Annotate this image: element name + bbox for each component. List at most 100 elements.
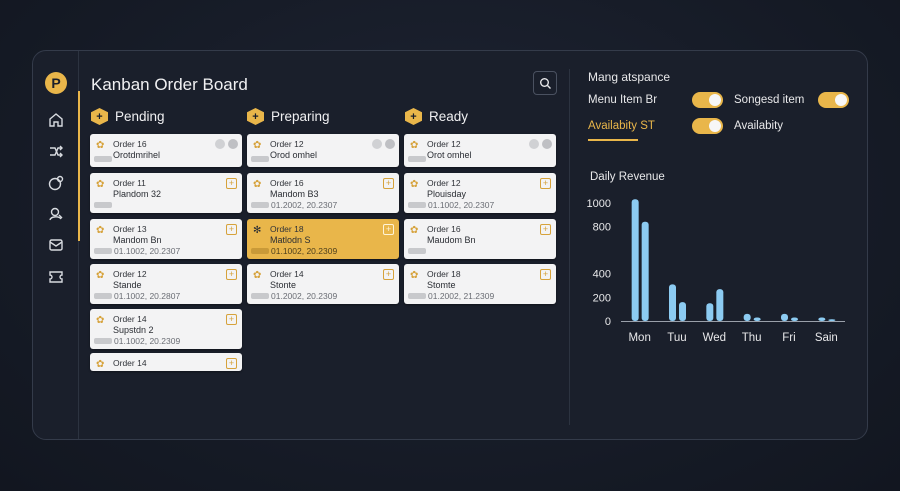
order-title: Order 14 (113, 358, 147, 368)
order-icon: ✿ (96, 140, 105, 151)
active-indicator (78, 91, 80, 241)
status-hex-icon: + (91, 108, 108, 125)
order-date: 01.1002, 20.2307 (114, 246, 181, 256)
add-icon[interactable]: + (383, 178, 394, 189)
search-icon (539, 77, 551, 89)
order-date: 01.1002, 20.2309 (114, 336, 181, 346)
order-title: Order 12 (427, 139, 461, 149)
order-card[interactable]: ✿ Order 16 Mandom B3 01.2002, 20.2307 + (247, 173, 399, 213)
progress-chip (94, 293, 112, 299)
order-card[interactable]: ✿ Order 18 Stomte 01.2002, 21.2309 + (404, 264, 556, 304)
add-icon[interactable]: + (540, 224, 551, 235)
order-card[interactable]: ✿ Order 12 Stande 01.1002, 20.2807 + (90, 264, 242, 304)
home-icon[interactable] (47, 111, 65, 129)
user-icon[interactable] (47, 205, 65, 223)
x-tick-label: Sain (815, 332, 838, 344)
setting-label: Availabity (734, 120, 784, 132)
order-card[interactable]: ✿ Order 14 Supstdn 2 01.1002, 20.2309 + (90, 309, 242, 349)
card-status-dots[interactable] (215, 139, 238, 149)
order-card[interactable]: ✿ Order 12 Orod omhel (247, 134, 399, 167)
order-card[interactable]: ✿ Order 12 Plouisday 01.1002, 20.2307 + (404, 173, 556, 213)
toggle-songesd-item[interactable] (818, 92, 849, 108)
order-date: 01.2002, 20.2307 (271, 200, 338, 210)
order-icon: ✿ (410, 225, 419, 236)
order-card[interactable]: ✿ Order 16 Maudom Bn + (404, 219, 556, 259)
setting-label-active[interactable]: Availabity ST (588, 120, 655, 132)
add-icon[interactable]: + (226, 224, 237, 235)
add-icon[interactable]: + (383, 224, 394, 235)
x-tick-label: Thu (742, 332, 762, 344)
order-title: Order 12 (427, 178, 461, 188)
logo: P (45, 72, 67, 94)
panel-divider (569, 69, 570, 425)
progress-chip (408, 248, 426, 254)
revenue-chart: 0 200 400 800 1000 Mon Tuu Wed Thu Fri Sain (587, 198, 845, 344)
order-subtitle: Supstdn 2 (113, 325, 154, 335)
order-date: 01.1002, 20.2309 (271, 246, 338, 256)
order-date: 01.1002, 20.2307 (428, 200, 495, 210)
toggle-availability[interactable] (692, 118, 723, 134)
order-icon: ✿ (96, 179, 105, 190)
column-header-ready: + Ready (405, 108, 468, 125)
order-icon: ✿ (96, 225, 105, 236)
order-date: 01.1002, 20.2807 (114, 291, 181, 301)
order-title: Order 12 (270, 139, 304, 149)
progress-chip (251, 156, 269, 162)
toggle-menu-item[interactable] (692, 92, 723, 108)
order-card[interactable]: ✿ Order 12 Orot omhel (404, 134, 556, 167)
order-subtitle: Stonte (270, 280, 297, 290)
progress-chip (94, 248, 112, 254)
order-title: Order 18 (427, 269, 461, 279)
add-icon[interactable]: + (383, 269, 394, 280)
order-subtitle: Plandom 32 (113, 189, 162, 199)
order-icon: ✿ (410, 270, 419, 281)
x-tick-label: Mon (628, 332, 650, 344)
y-tick-label: 800 (593, 221, 611, 233)
orders-icon[interactable] (47, 143, 65, 161)
status-hex-icon: + (247, 108, 264, 125)
order-icon: ✿ (96, 270, 105, 281)
order-card[interactable]: ✿ Order 14 + (90, 353, 242, 371)
order-title: Order 14 (113, 314, 147, 324)
order-card[interactable]: ✿ Order 13 Mandom Bn 01.1002, 20.2307 + (90, 219, 242, 259)
order-icon: ✿ (253, 270, 262, 281)
add-icon[interactable]: + (540, 178, 551, 189)
column-header-pending: + Pending (91, 108, 165, 125)
order-subtitle: Plouisday (427, 189, 467, 199)
order-icon: ✿ (410, 140, 419, 151)
order-subtitle: Orod omhel (270, 150, 318, 160)
order-title: Order 11 (113, 178, 146, 188)
revenue-bar (631, 199, 639, 321)
x-tick-label: Wed (703, 332, 726, 344)
revenue-bar (641, 221, 649, 321)
order-card[interactable]: ✿ Order 14 Stonte 01.2002, 20.2309 + (247, 264, 399, 304)
order-card[interactable]: ✿ Order 11 Plandom 32 + (90, 173, 242, 213)
order-title: Order 18 (270, 224, 304, 234)
status-hex-icon: + (405, 108, 422, 125)
order-date: 01.2002, 20.2309 (271, 291, 338, 301)
add-icon[interactable]: + (226, 358, 237, 369)
order-card[interactable]: ✻ Order 18 Matlodn S 01.1002, 20.2309 + (247, 219, 399, 259)
add-icon[interactable]: + (540, 269, 551, 280)
order-card[interactable]: ✿ Order 16 Orotdmrihel (90, 134, 242, 167)
card-status-dots[interactable] (372, 139, 395, 149)
tag-icon[interactable] (47, 174, 65, 192)
revenue-bar (679, 302, 686, 321)
order-icon: ✻ (253, 225, 262, 236)
order-date: 01.2002, 21.2309 (428, 291, 495, 301)
order-icon: ✿ (410, 179, 419, 190)
order-icon: ✿ (253, 179, 262, 190)
y-tick-label: 1000 (587, 198, 611, 210)
add-icon[interactable]: + (226, 178, 237, 189)
ticket-icon[interactable] (47, 268, 65, 286)
add-icon[interactable]: + (226, 314, 237, 325)
y-tick-label: 400 (593, 269, 611, 281)
add-icon[interactable]: + (226, 269, 237, 280)
column-header-preparing: + Preparing (247, 108, 330, 125)
mail-icon[interactable] (47, 236, 65, 254)
revenue-bar (706, 303, 714, 321)
order-title: Order 16 (113, 139, 147, 149)
card-status-dots[interactable] (529, 139, 552, 149)
progress-chip (94, 202, 112, 208)
search-button[interactable] (533, 71, 557, 95)
